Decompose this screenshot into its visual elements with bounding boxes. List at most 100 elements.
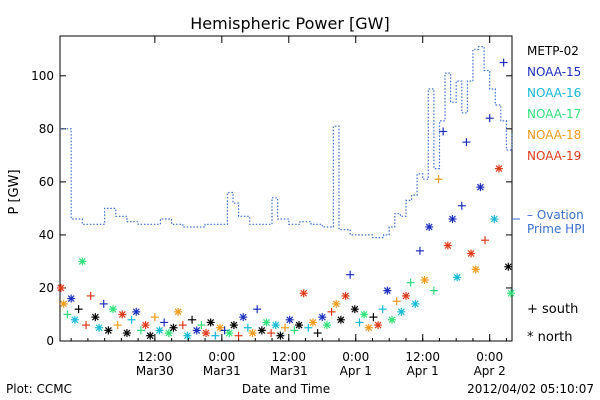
north-point xyxy=(206,318,215,327)
north-point xyxy=(448,215,457,223)
north-point xyxy=(276,331,285,340)
north-point xyxy=(183,331,192,340)
north-point xyxy=(257,326,266,335)
x-tick-label-date: Apr 2 xyxy=(474,364,506,378)
north-point xyxy=(411,299,420,308)
south-point xyxy=(243,323,252,332)
north-point xyxy=(56,283,65,292)
x-tick-label-date: Mar30 xyxy=(136,364,174,378)
north-point xyxy=(104,326,113,335)
north-point xyxy=(401,291,410,300)
x-tick-label-date: Apr 1 xyxy=(340,364,372,378)
north-point xyxy=(192,326,201,335)
ovation-hpi-line xyxy=(60,46,513,239)
north-point xyxy=(155,326,164,335)
north-point xyxy=(215,323,224,332)
south-point xyxy=(211,331,220,340)
marker-legend-north: * north xyxy=(527,330,573,345)
north-point xyxy=(78,257,87,266)
north-point xyxy=(397,307,406,316)
south-point xyxy=(178,321,187,330)
north-point xyxy=(507,289,516,298)
north-point xyxy=(67,294,76,303)
north-point xyxy=(308,318,317,327)
y-tick-label: 60 xyxy=(39,175,54,189)
north-point xyxy=(467,249,476,258)
south-point xyxy=(355,318,364,327)
north-point xyxy=(322,321,331,330)
south-point xyxy=(485,114,494,123)
south-point xyxy=(327,307,336,316)
north-point xyxy=(350,305,359,314)
x-tick-label-date: Mar31 xyxy=(203,364,241,378)
north-point xyxy=(95,323,104,332)
north-point xyxy=(388,315,397,324)
north-point xyxy=(490,215,499,223)
plot-frame xyxy=(59,35,513,342)
ovation-label-line2: Prime HPI xyxy=(527,222,585,236)
south-point xyxy=(429,286,438,295)
south-point xyxy=(188,315,197,324)
south-point xyxy=(439,127,448,136)
ovation-label-line1: – Ovation xyxy=(527,208,584,222)
south-point xyxy=(82,321,91,330)
south-point xyxy=(267,329,276,338)
south-point xyxy=(313,329,322,338)
north-point xyxy=(141,321,150,330)
north-point xyxy=(453,273,462,282)
legend-item: NOAA-15 xyxy=(527,65,581,79)
south-point xyxy=(197,321,206,330)
footer-timestamp: 2012/04/02 05:10:07 xyxy=(467,382,594,396)
y-axis-label: P [GW] xyxy=(7,169,22,214)
south-point xyxy=(113,321,122,330)
north-point xyxy=(174,307,183,316)
north-point xyxy=(494,164,503,173)
south-point xyxy=(86,291,95,300)
north-point xyxy=(229,321,238,330)
north-point xyxy=(118,310,127,319)
north-point xyxy=(383,286,392,295)
north-point xyxy=(248,329,257,338)
north-point xyxy=(299,289,308,298)
legend-item: NOAA-18 xyxy=(527,128,581,142)
south-point xyxy=(481,236,490,245)
south-point xyxy=(378,305,387,314)
y-tick-label: 40 xyxy=(39,228,54,242)
south-point xyxy=(499,58,508,67)
x-tick-label-date: Apr 1 xyxy=(407,364,439,378)
footer-plot-credit: Plot: CCMC xyxy=(6,382,72,396)
north-point xyxy=(443,241,452,250)
north-point xyxy=(262,318,271,327)
plot-area: 02040608010012:00Mar300:00Mar3112:00Mar3… xyxy=(31,35,516,378)
north-point xyxy=(122,329,131,338)
north-point xyxy=(59,299,68,308)
x-tick-label-time: 0:00 xyxy=(342,350,369,364)
south-point xyxy=(253,305,262,314)
legend-item: NOAA-16 xyxy=(527,86,581,100)
north-point xyxy=(169,323,178,332)
north-point xyxy=(132,307,141,316)
north-point xyxy=(239,313,248,322)
north-point xyxy=(420,276,429,284)
north-point xyxy=(295,321,304,330)
north-point xyxy=(332,299,341,308)
south-point xyxy=(392,297,401,306)
north-point xyxy=(374,321,383,330)
north-point xyxy=(425,222,434,231)
south-point xyxy=(346,270,355,279)
legend-item: NOAA-17 xyxy=(527,107,581,121)
north-point xyxy=(91,313,100,322)
legend-item: NOAA-19 xyxy=(527,149,581,163)
legend-item: METP-02 xyxy=(527,44,579,58)
chart-title: Hemispheric Power [GW] xyxy=(190,14,389,33)
legend: METP-02 NOAA-15 NOAA-16 NOAA-17 NOAA-18 NOAA-… xyxy=(512,44,585,345)
north-point xyxy=(504,262,513,271)
x-tick-label-time: 12:00 xyxy=(405,350,440,364)
north-point xyxy=(364,323,373,332)
south-point xyxy=(127,315,136,324)
south-point xyxy=(136,326,145,335)
north-point xyxy=(146,331,155,340)
south-point xyxy=(160,318,169,327)
south-point xyxy=(290,326,299,335)
